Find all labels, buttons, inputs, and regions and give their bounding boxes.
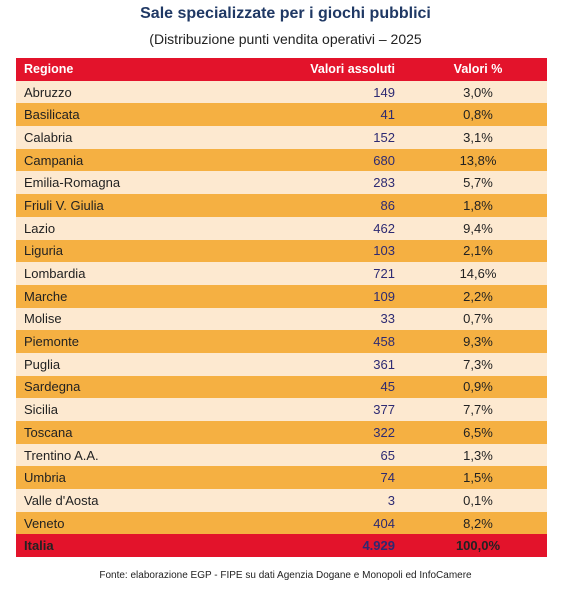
table-row: Lazio 462 9,4% [16,216,547,240]
table-row: Marche 109 2,2% [16,284,547,308]
cell-valore-percent: 7,7% [463,402,493,418]
table-total-row: Italia 4.929 100,0% [16,534,547,558]
cell-valore-percent: 13,8% [459,152,497,168]
cell-regione: Lombardia [24,266,86,282]
cell-regione: Lazio [24,220,56,236]
header-regione: Regione [24,62,74,77]
header-valori-assoluti: Valori assoluti [310,62,395,77]
cell-regione: Valle d'Aosta [24,492,99,508]
cell-valore-assoluto: 152 [373,129,395,145]
total-label: Italia [24,538,54,554]
cell-valore-percent: 0,7% [463,311,493,327]
cell-regione: Toscana [24,424,73,440]
table-row: Basilicata 41 0,8% [16,103,547,127]
table-row: Abruzzo 149 3,0% [16,80,547,104]
table-row: Sardegna 45 0,9% [16,375,547,399]
table-row: Friuli V. Giulia 86 1,8% [16,194,547,217]
cell-valore-assoluto: 86 [380,197,395,213]
cell-valore-assoluto: 283 [373,175,395,191]
cell-valore-percent: 3,0% [463,84,493,100]
cell-regione: Basilicata [24,107,80,123]
cell-valore-percent: 9,3% [463,334,493,350]
cell-regione: Sardegna [24,379,81,395]
cell-valore-assoluto: 361 [373,356,395,372]
cell-valore-percent: 8,2% [463,515,493,531]
table-row: Veneto 404 8,2% [16,511,547,535]
cell-valore-assoluto: 109 [373,288,395,304]
cell-regione: Piemonte [24,334,79,350]
cell-valore-assoluto: 149 [373,84,395,100]
table-row: Calabria 152 3,1% [16,126,547,149]
cell-regione: Molise [24,311,62,327]
cell-valore-assoluto: 462 [373,220,395,236]
cell-valore-assoluto: 65 [380,447,395,463]
page-title: Sale specializzate per i giochi pubblici [140,5,431,22]
table-row: Piemonte 458 9,3% [16,330,547,353]
cell-valore-assoluto: 721 [373,266,395,282]
cell-valore-assoluto: 103 [373,243,395,259]
table-row: Campania 680 13,8% [16,148,547,172]
table-header-row: Regione Valori assoluti Valori % [16,58,547,81]
table-row: Puglia 361 7,3% [16,352,547,376]
cell-valore-assoluto: 41 [380,107,395,123]
cell-valore-percent: 6,5% [463,424,493,440]
cell-valore-percent: 5,7% [463,175,493,191]
table-row: Liguria 103 2,1% [16,239,547,263]
cell-regione: Friuli V. Giulia [24,197,104,213]
table-row: Molise 33 0,7% [16,307,547,331]
table-row: Trentino A.A. 65 1,3% [16,443,547,467]
cell-valore-assoluto: 74 [380,470,395,486]
cell-regione: Umbria [24,470,66,486]
cell-regione: Veneto [24,515,65,531]
source-note: Fonte: elaborazione EGP - FIPE su dati A… [99,570,472,581]
total-value: 4.929 [362,538,395,554]
cell-valore-percent: 0,8% [463,107,493,123]
cell-valore-assoluto: 680 [373,152,395,168]
cell-regione: Campania [24,152,84,168]
cell-regione: Calabria [24,129,73,145]
data-table: Regione Valori assoluti Valori % Abruzzo… [16,58,547,558]
table-row: Valle d'Aosta 3 0,1% [16,489,547,512]
cell-valore-percent: 1,3% [463,447,493,463]
cell-valore-percent: 1,8% [463,197,493,213]
table-row: Toscana 322 6,5% [16,421,547,444]
cell-regione: Liguria [24,243,64,259]
total-percent: 100,0% [455,538,501,554]
table-row: Lombardia 721 14,6% [16,262,547,285]
cell-regione: Trentino A.A. [24,447,99,463]
cell-regione: Puglia [24,356,61,372]
cell-regione: Emilia-Romagna [24,175,121,191]
cell-valore-percent: 2,1% [463,243,493,259]
table-row: Sicilia 377 7,7% [16,398,547,421]
cell-valore-assoluto: 377 [373,402,395,418]
cell-regione: Abruzzo [24,84,72,100]
cell-valore-percent: 9,4% [463,220,493,236]
cell-valore-percent: 14,6% [459,266,497,282]
cell-valore-percent: 7,3% [463,356,493,372]
cell-valore-assoluto: 404 [373,515,395,531]
cell-valore-assoluto: 33 [380,311,395,327]
cell-regione: Sicilia [24,402,58,418]
table-row: Emilia-Romagna 283 5,7% [16,171,547,195]
cell-valore-percent: 2,2% [463,288,493,304]
header-valori-percent: Valori % [453,62,503,77]
cell-valore-percent: 0,1% [463,492,493,508]
cell-valore-assoluto: 322 [373,424,395,440]
cell-regione: Marche [24,288,68,304]
page-subtitle: (Distribuzione punti vendita operativi –… [149,31,422,47]
cell-valore-percent: 0,9% [463,379,493,395]
table-row: Umbria 74 1,5% [16,466,547,490]
cell-valore-percent: 1,5% [463,470,493,486]
cell-valore-assoluto: 45 [380,379,395,395]
cell-valore-percent: 3,1% [463,129,493,145]
cell-valore-assoluto: 3 [387,492,395,508]
cell-valore-assoluto: 458 [373,334,395,350]
table-body: Abruzzo 149 3,0% Basilicata 41 0,8% Calabria 15… [16,80,547,535]
